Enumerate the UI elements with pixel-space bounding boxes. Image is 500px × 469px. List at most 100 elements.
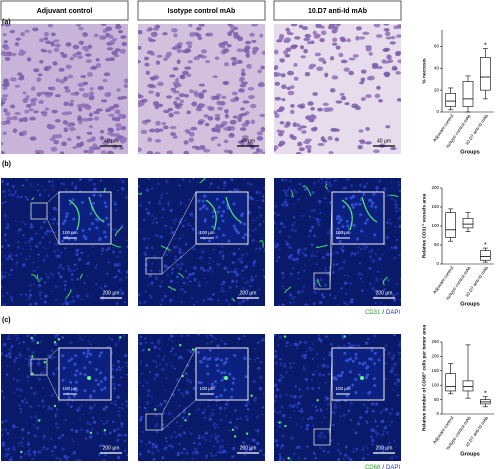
- nucleus: [61, 378, 65, 382]
- nucleus: [179, 424, 182, 428]
- nucleus: [117, 96, 124, 100]
- nucleus: [234, 271, 238, 275]
- nucleus: [119, 48, 127, 54]
- box: [445, 93, 456, 107]
- nucleus: [69, 126, 76, 132]
- nucleus: [99, 179, 103, 182]
- nucleus: [253, 398, 257, 402]
- nucleus: [3, 254, 6, 257]
- nucleus: [240, 81, 248, 85]
- nucleus: [28, 361, 32, 365]
- nucleus: [42, 258, 46, 263]
- nucleus: [349, 196, 353, 200]
- nucleus: [154, 276, 158, 280]
- nucleus: [65, 302, 70, 306]
- nucleus: [347, 456, 351, 460]
- vessel: [325, 183, 329, 190]
- nucleus: [105, 272, 109, 276]
- nucleus: [233, 188, 236, 192]
- nucleus: [324, 269, 328, 273]
- nucleus: [144, 337, 147, 340]
- nucleus: [204, 122, 210, 127]
- nucleus: [347, 409, 351, 413]
- nucleus: [6, 116, 13, 121]
- nucleus: [368, 251, 370, 253]
- nucleus: [177, 413, 181, 417]
- vessel: [316, 278, 322, 287]
- nucleus: [95, 62, 102, 68]
- nucleus: [349, 370, 353, 374]
- nucleus: [352, 428, 355, 431]
- nucleus: [298, 24, 304, 29]
- nucleus: [83, 389, 87, 393]
- macrophage: [147, 348, 151, 351]
- nucleus: [4, 428, 8, 432]
- nucleus: [148, 260, 150, 262]
- nucleus: [274, 64, 279, 70]
- nucleus: [303, 457, 307, 460]
- nucleus: [220, 214, 224, 218]
- nucleus: [223, 81, 228, 86]
- nucleus: [316, 353, 319, 356]
- nucleus: [93, 33, 99, 38]
- nucleus: [358, 139, 366, 143]
- nucleus: [51, 134, 59, 139]
- nucleus: [254, 275, 257, 278]
- nucleus: [280, 405, 284, 409]
- nucleus: [121, 366, 124, 369]
- nucleus: [191, 246, 196, 251]
- nucleus: [139, 439, 144, 444]
- nucleus: [392, 354, 396, 357]
- nucleus: [146, 410, 148, 413]
- nucleus: [141, 384, 144, 387]
- nucleus: [297, 261, 299, 264]
- nucleus: [193, 278, 197, 281]
- nucleus: [172, 134, 178, 140]
- nucleus: [114, 239, 117, 242]
- nucleus: [208, 417, 213, 421]
- nucleus: [181, 224, 185, 228]
- nucleus: [398, 381, 401, 384]
- nucleus: [378, 98, 383, 103]
- inset-scale-bar-label: 100 µm: [199, 386, 214, 391]
- nucleus: [12, 128, 18, 134]
- nucleus: [289, 344, 292, 347]
- nucleus: [123, 78, 128, 84]
- nucleus: [74, 429, 79, 433]
- nucleus: [375, 431, 380, 436]
- nucleus: [205, 59, 210, 64]
- nucleus: [237, 293, 241, 297]
- nucleus: [218, 251, 222, 254]
- nucleus: [24, 452, 28, 456]
- nucleus: [382, 430, 385, 433]
- nucleus: [217, 426, 220, 429]
- nucleus: [186, 415, 189, 419]
- inset-scale-bar-label: 100 µm: [335, 386, 350, 391]
- nucleus: [359, 416, 363, 420]
- nucleus: [275, 443, 279, 447]
- nucleus: [38, 241, 42, 245]
- nucleus: [359, 213, 363, 217]
- nucleus: [262, 268, 265, 271]
- nucleus: [334, 295, 337, 298]
- nucleus: [51, 180, 54, 183]
- nucleus: [364, 221, 368, 225]
- nucleus: [219, 101, 226, 106]
- inset-link: [46, 347, 60, 360]
- nucleus: [223, 266, 227, 271]
- vessel: [31, 274, 37, 280]
- nucleus: [55, 422, 58, 425]
- nucleus: [342, 457, 345, 460]
- nucleus: [371, 402, 375, 406]
- nucleus: [120, 35, 127, 39]
- nucleus: [87, 340, 90, 343]
- nucleus: [336, 374, 340, 378]
- nucleus: [241, 446, 245, 449]
- nucleus: [305, 197, 308, 200]
- nucleus: [397, 181, 400, 183]
- nucleus: [88, 95, 95, 101]
- nucleus: [8, 193, 12, 197]
- nucleus: [290, 104, 295, 108]
- nucleus: [366, 182, 368, 185]
- nucleus: [261, 406, 264, 409]
